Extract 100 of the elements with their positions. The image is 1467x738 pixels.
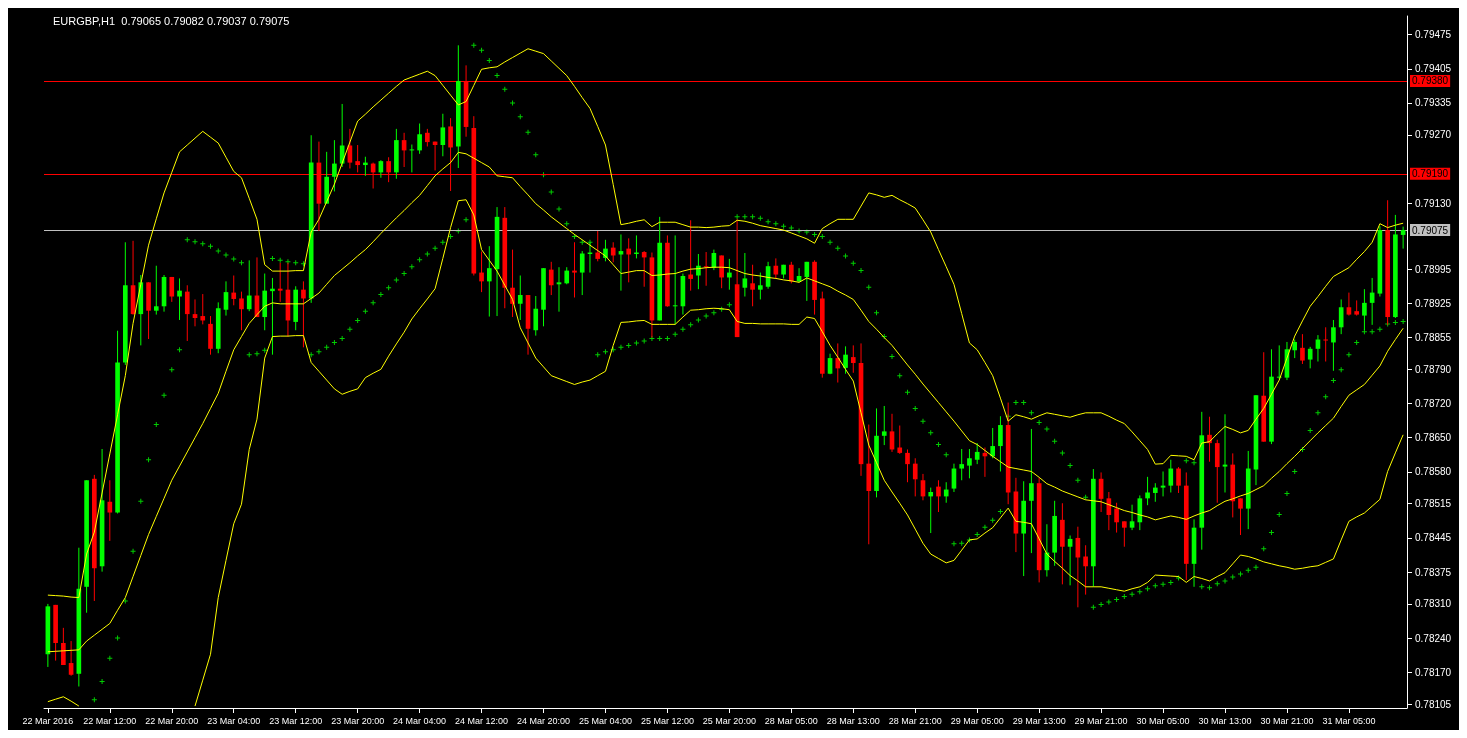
candlestick [719, 254, 724, 289]
candlestick [363, 156, 368, 177]
x-tick-label: 28 Mar 21:00 [888, 715, 942, 726]
candlestick [641, 250, 647, 288]
candlestick [998, 415, 1003, 472]
candlestick [1029, 428, 1034, 554]
candlestick [486, 245, 492, 318]
line-series [47, 48, 1404, 599]
candlestick [61, 627, 66, 666]
candlestick [912, 457, 918, 497]
y-tick-label: 0.78925 [1415, 297, 1452, 309]
candlestick [897, 425, 903, 455]
candlestick [479, 251, 484, 293]
candlestick [626, 237, 632, 283]
candlestick [417, 123, 422, 155]
candlestick [1114, 502, 1119, 534]
candlestick [1145, 476, 1150, 506]
candlestick [1292, 339, 1298, 359]
candlestick [936, 479, 941, 513]
y-tick-label: 0.79130 [1415, 197, 1452, 209]
candlestick [239, 291, 244, 331]
ref-line-label: 0.79190 [1412, 168, 1449, 180]
y-tick-label: 0.78515 [1415, 498, 1452, 510]
candlestick [1346, 292, 1352, 317]
candlestick [1122, 520, 1127, 548]
x-tick-label: 23 Mar 12:00 [269, 715, 323, 726]
y-tick-label: 0.78170 [1415, 666, 1452, 678]
candlestick [1168, 459, 1174, 493]
candlestick [277, 262, 283, 303]
x-tick-label: 23 Mar 04:00 [207, 715, 261, 726]
candlestick [804, 261, 810, 302]
candlestick [1137, 494, 1143, 531]
candlestick [1214, 439, 1220, 504]
candlestick [843, 345, 848, 375]
candlestick [301, 280, 306, 348]
x-tick-label: 29 Mar 05:00 [950, 715, 1004, 726]
candlestick [1129, 504, 1135, 531]
y-tick-label: 0.78995 [1415, 263, 1452, 275]
candlestick [177, 277, 182, 321]
candlestick [750, 264, 755, 307]
x-tick-label: 28 Mar 05:00 [764, 715, 818, 726]
candlestick [1238, 497, 1243, 536]
candlestick [200, 293, 206, 325]
ref-line-label: 0.79380 [1412, 75, 1449, 87]
y-tick-label: 0.78790 [1415, 363, 1452, 375]
candlestick [1152, 482, 1158, 503]
chart-title: EURGBP,H1 0.79065 0.79082 0.79037 0.79075 [53, 14, 290, 27]
candlestick [1176, 466, 1181, 494]
y-tick-label: 0.78720 [1415, 398, 1452, 410]
x-tick-label: 25 Mar 20:00 [702, 715, 756, 726]
candlestick [355, 144, 360, 173]
candlestick [610, 241, 616, 263]
x-tick-label: 24 Mar 04:00 [393, 715, 447, 726]
x-tick-label: 29 Mar 13:00 [1012, 715, 1066, 726]
candlestick [835, 342, 841, 384]
candlestick [1331, 319, 1336, 372]
candlestick [959, 448, 965, 481]
candlestick [905, 448, 910, 483]
candlestick [548, 261, 554, 296]
candlestick [742, 252, 748, 298]
x-tick-label: 30 Mar 05:00 [1136, 715, 1190, 726]
y-tick-label: 0.78580 [1415, 466, 1452, 478]
y-tick-label: 0.78105 [1415, 698, 1452, 710]
candlestick [169, 276, 175, 303]
x-tick-label: 31 Mar 05:00 [1322, 715, 1376, 726]
candlestick [231, 275, 237, 306]
candlestick [990, 427, 995, 459]
candlestick [572, 241, 577, 298]
candlestick [974, 442, 980, 465]
candlestick [246, 259, 252, 312]
candlestick [533, 295, 539, 337]
candlestick [928, 487, 934, 534]
y-tick-label: 0.78375 [1415, 566, 1452, 578]
candlestick [850, 344, 856, 374]
candlestick [153, 265, 159, 316]
y-tick-label: 0.79270 [1415, 129, 1452, 141]
candlestick [595, 230, 601, 262]
x-tick-label: 24 Mar 20:00 [516, 715, 571, 726]
y-tick-label: 0.78240 [1415, 632, 1452, 644]
candlestick [332, 139, 337, 192]
y-tick-label: 0.78855 [1415, 332, 1452, 344]
y-tick-label: 0.78445 [1415, 532, 1452, 544]
y-tick-label: 0.79335 [1415, 97, 1452, 109]
y-tick-label: 0.78650 [1415, 432, 1452, 444]
x-tick-label: 30 Mar 13:00 [1198, 715, 1252, 726]
y-tick-label: 0.78310 [1415, 598, 1452, 610]
candlestick [1083, 544, 1088, 596]
x-tick-label: 22 Mar 20:00 [145, 715, 199, 726]
candlestick [1307, 346, 1313, 369]
candlestick [696, 253, 701, 290]
candlestick [688, 219, 693, 292]
y-tick-label: 0.79405 [1415, 63, 1452, 75]
y-tick-label: 0.79475 [1415, 29, 1452, 41]
x-tick-label: 30 Mar 21:00 [1260, 715, 1314, 726]
candlestick [579, 250, 585, 296]
candlestick [184, 284, 190, 342]
x-tick-label: 29 Mar 21:00 [1074, 715, 1128, 726]
x-tick-label: 25 Mar 04:00 [578, 715, 632, 726]
candlestick [967, 448, 972, 479]
x-tick-label: 28 Mar 13:00 [826, 715, 880, 726]
